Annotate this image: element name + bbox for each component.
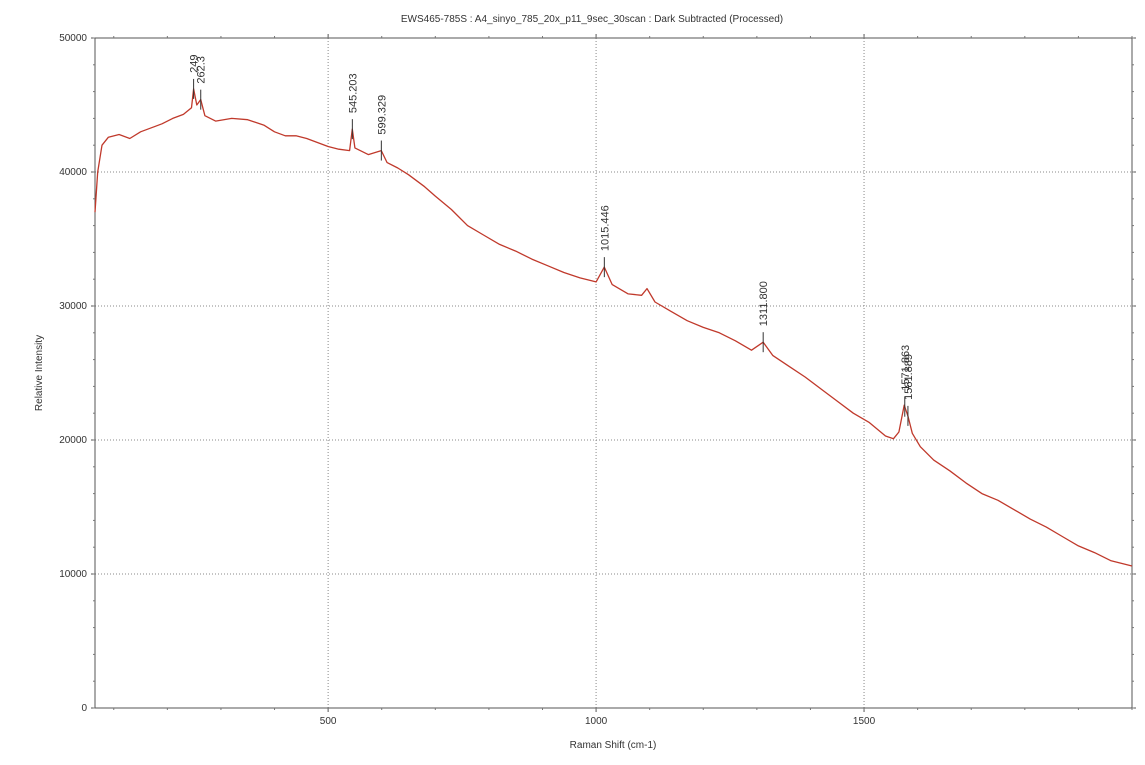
y-tick-label: 50000	[59, 33, 87, 44]
y-tick-label: 0	[81, 703, 87, 714]
peak-label: 249	[189, 55, 201, 73]
x-tick-label: 500	[320, 716, 337, 727]
grid-layer	[95, 38, 1132, 708]
x-axis-label: Raman Shift (cm-1)	[570, 740, 657, 751]
peak-label: 1571.863	[900, 345, 912, 391]
plot-frame	[94, 37, 1133, 709]
x-tick-label: 1000	[585, 716, 608, 727]
peak-label: 1581.889	[903, 354, 915, 400]
peak-label: 599.329	[376, 95, 388, 135]
y-tick-label: 30000	[59, 301, 87, 312]
peak-label: 545.203	[347, 73, 359, 113]
y-tick-label: 10000	[59, 569, 87, 580]
peak-label: 1015.446	[599, 205, 611, 251]
y-tick-label: 20000	[59, 435, 87, 446]
spectrum-line	[94, 88, 1133, 567]
peak-label: 262.3	[196, 56, 208, 84]
y-axis-label: Relative Intensity	[34, 335, 45, 411]
chart-title: EWS465-785S : A4_sinyo_785_20x_p11_9sec_…	[401, 14, 783, 25]
x-tick-label: 1500	[853, 716, 876, 727]
series-layer	[94, 88, 1133, 567]
y-tick-label: 40000	[59, 167, 87, 178]
tick-layer: 0 10000 20000 30000 40000 50000 500 1000 1500	[59, 33, 1136, 727]
peak-label: 1311.800	[758, 281, 770, 326]
